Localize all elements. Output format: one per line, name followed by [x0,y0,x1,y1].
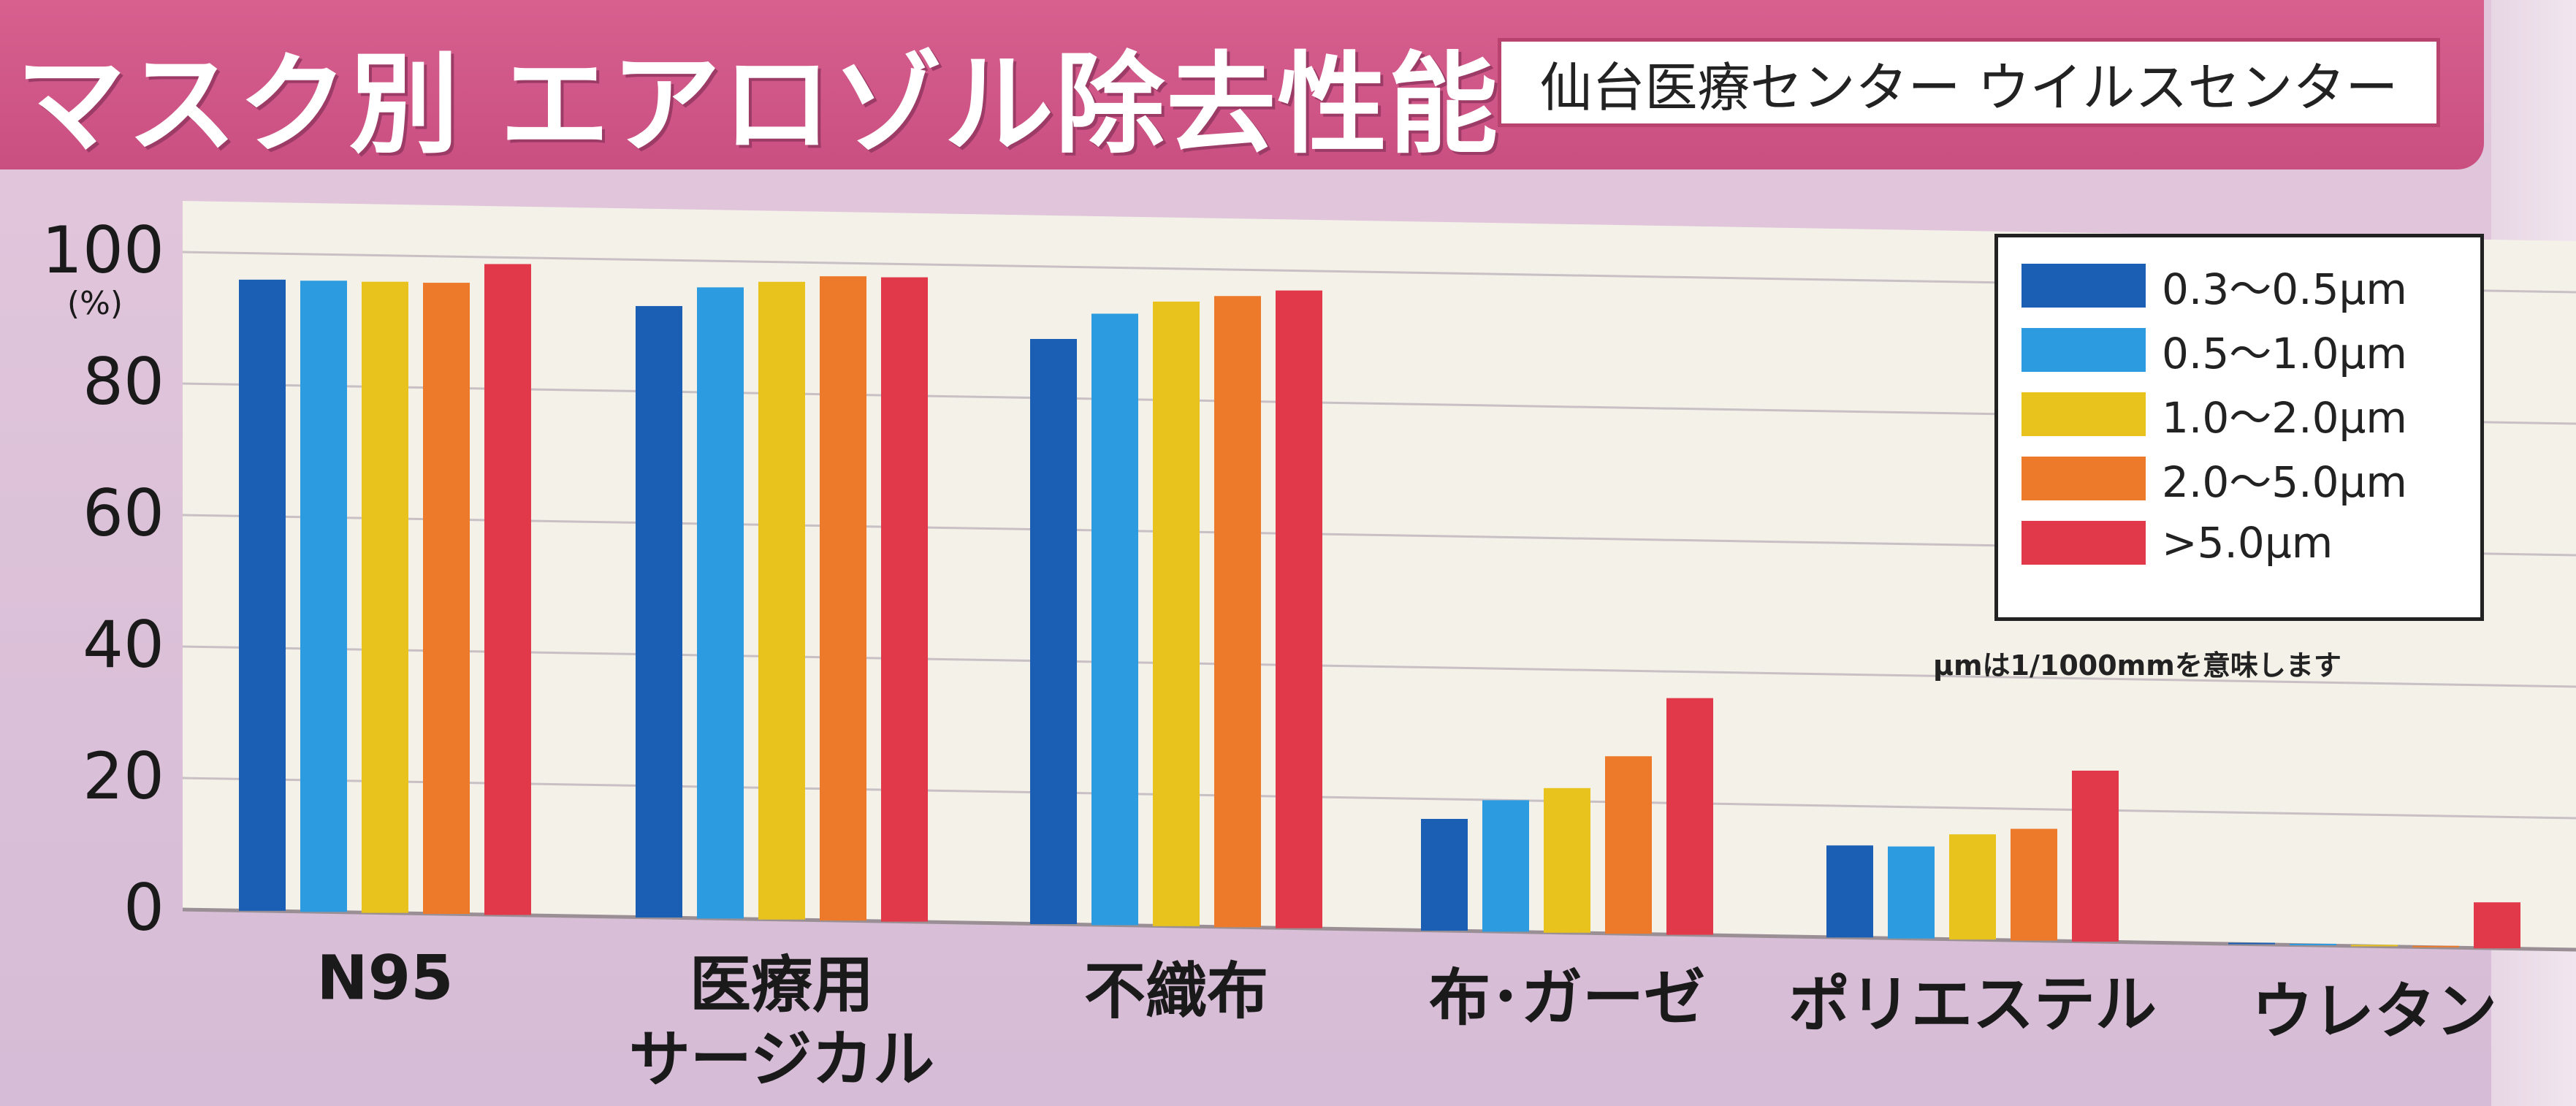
legend-item: >5.0μm [2021,511,2480,575]
category-label: 不織布 [1084,956,1268,1027]
bar-1-5 [1826,845,1873,938]
bar-5-6 [2474,902,2520,949]
legend-swatch [2021,392,2146,436]
bar-1-4 [1421,818,1468,931]
legend-label: 0.3〜0.5μm [2162,264,2407,314]
bar-3-4 [1544,787,1590,933]
unit-note: μmは1/1000mmを意味します [1933,649,2341,682]
y-tick-label: 40 [83,607,164,682]
legend-item: 0.3〜0.5μm [2021,253,2480,318]
bar-3-5 [1949,834,1996,940]
bar-4-1 [423,283,470,915]
bar-5-4 [1666,698,1713,935]
y-tick-label: 20 [83,739,164,814]
bar-4-3 [1214,296,1261,928]
source-badge: 仙台医療センター ウイルスセンター [1498,38,2440,127]
bar-4-6 [2412,945,2459,947]
legend-label: 1.0〜2.0μm [2162,393,2407,443]
y-tick-label: 0 [123,870,164,945]
bar-2-5 [1888,846,1935,939]
y-tick-label: 100 [42,213,164,288]
bar-2-4 [1482,800,1529,932]
legend-swatch [2021,457,2146,500]
legend: 0.3〜0.5μm 0.5〜1.0μm 1.0〜2.0μm 2.0〜5.0μm >5.0… [1994,234,2484,621]
bar-2-2 [697,287,744,919]
y-tick-label: 80 [83,344,164,419]
legend-swatch [2021,264,2146,308]
category-label: サージカル [629,1023,934,1095]
bar-3-6 [2351,945,2398,947]
legend-item: 0.5〜1.0μm [2021,318,2480,382]
bar-2-6 [2290,943,2336,945]
legend-label: 2.0〜5.0μm [2162,457,2407,507]
bar-5-3 [1276,290,1322,928]
y-axis-unit: (%) [67,285,123,322]
bar-3-1 [362,281,408,913]
bar-4-5 [2011,828,2057,941]
bar-2-3 [1091,313,1138,926]
legend-swatch [2021,521,2146,565]
bar-5-2 [881,277,928,922]
legend-item: 1.0〜2.0μm [2021,382,2480,446]
bar-1-1 [239,279,286,911]
bar-5-5 [2072,770,2119,942]
title-bar: マスク別 エアロゾル除去性能 仙台医療センター ウイルスセンター [0,0,2484,169]
category-label: N95 [316,942,453,1014]
bar-3-2 [758,281,805,920]
bar-3-3 [1153,301,1200,926]
source-text: 仙台医療センター ウイルスセンター [1539,56,2398,118]
y-gridline [182,777,2576,820]
legend-item: 2.0〜5.0μm [2021,446,2480,511]
bar-4-4 [1605,756,1652,934]
category-label: 布･ガーゼ [1429,962,1705,1034]
bar-2-1 [300,281,347,912]
y-gridline [182,645,2576,688]
chart-title: マスク別 エアロゾル除去性能 [16,42,1500,169]
y-tick-label: 60 [83,476,164,551]
category-label: ポリエステル [1788,969,2157,1040]
bar-4-2 [820,276,866,921]
legend-label: >5.0μm [2162,518,2333,568]
bar-5-1 [484,264,531,915]
bar-1-2 [636,305,682,918]
legend-swatch [2021,328,2146,372]
category-label: ウレタン [2252,975,2497,1047]
bar-1-3 [1030,339,1077,925]
x-axis-baseline [182,907,2576,952]
legend-label: 0.5〜1.0μm [2162,329,2407,378]
bar-1-6 [2228,942,2275,945]
category-label: 医療用 [690,949,874,1021]
